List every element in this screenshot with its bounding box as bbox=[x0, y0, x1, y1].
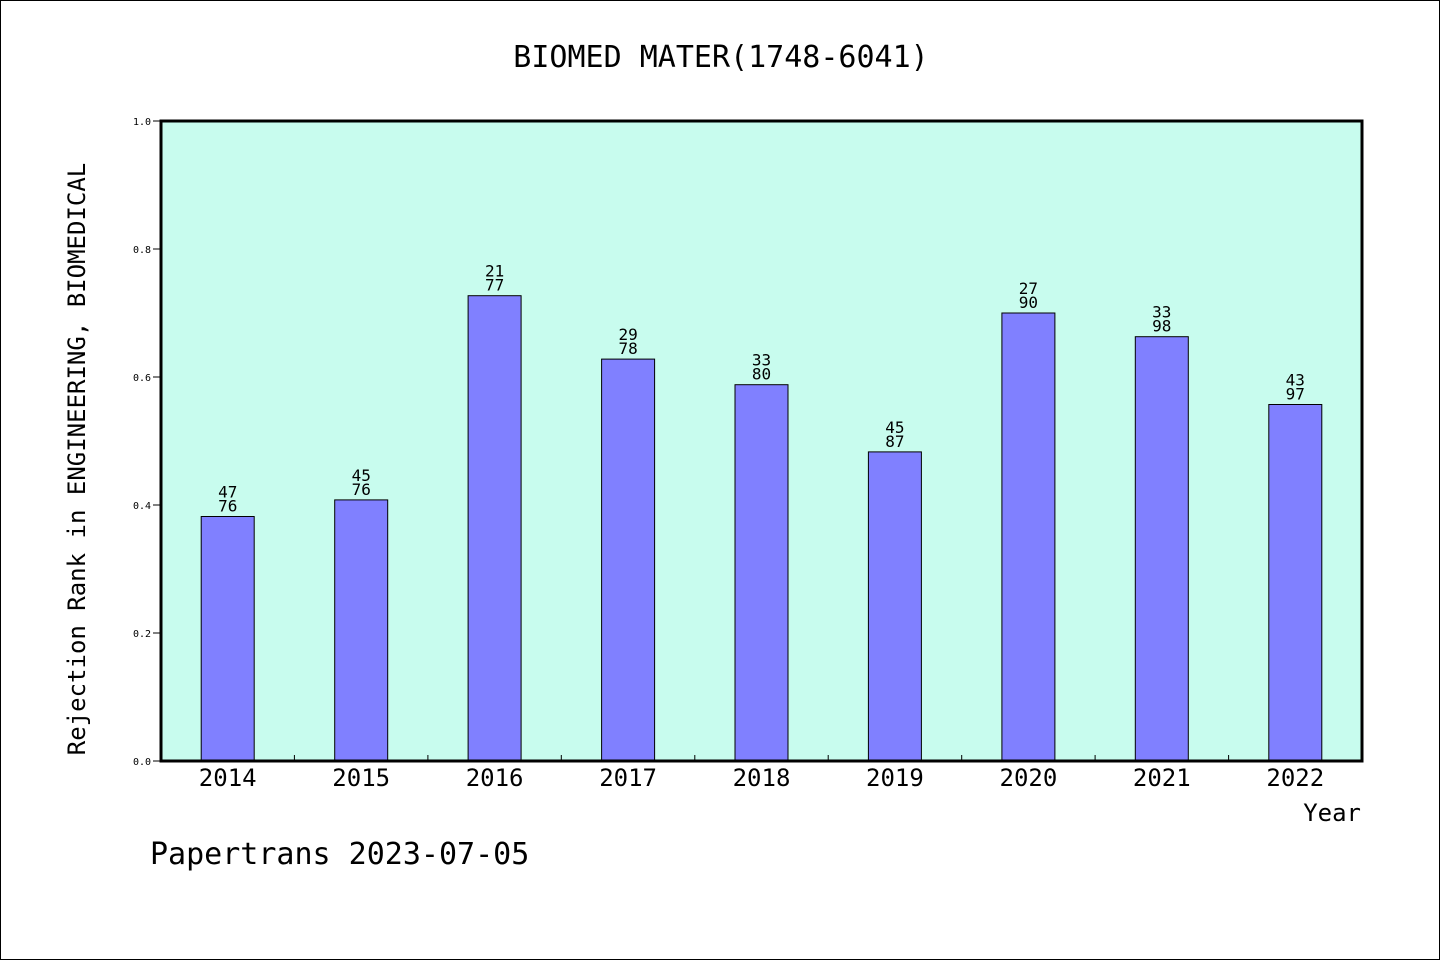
bar-total-label: 98 bbox=[1152, 317, 1171, 336]
bar-total-label: 87 bbox=[885, 432, 904, 451]
bar-2017 bbox=[601, 358, 656, 762]
x-tick-label: 2017 bbox=[599, 764, 657, 792]
bar-rank-label: 33 bbox=[752, 351, 771, 370]
x-tick-label: 2016 bbox=[466, 764, 524, 792]
bar-2020 bbox=[1001, 312, 1056, 762]
x-axis-label: Year bbox=[1303, 799, 1361, 827]
y-tick-label: 0.6 bbox=[133, 373, 151, 384]
y-tick-label: 1.0 bbox=[133, 117, 151, 128]
chart-title: BIOMED MATER(1748-6041) bbox=[513, 40, 928, 75]
bar-2014 bbox=[200, 516, 255, 762]
bar-rank-label: 47 bbox=[218, 483, 237, 502]
bar-total-label: 76 bbox=[352, 480, 371, 499]
bar-rank-label: 43 bbox=[1286, 371, 1305, 390]
bar-2021 bbox=[1134, 336, 1189, 762]
bar-rank-label: 29 bbox=[618, 325, 637, 344]
bar-total-label: 80 bbox=[752, 365, 771, 384]
bar-total-label: 90 bbox=[1019, 293, 1038, 312]
x-axis-ticks: 2014 2015 2016 2017 2018 2019 2020 2021 2022 bbox=[199, 755, 1324, 792]
bar-2019 bbox=[867, 451, 922, 762]
bar-total-label: 78 bbox=[618, 339, 637, 358]
x-tick-label: 2021 bbox=[1133, 764, 1191, 792]
x-tick-label: 2019 bbox=[866, 764, 924, 792]
plot-border bbox=[159, 119, 1364, 763]
y-tick-label: 0.8 bbox=[133, 245, 151, 256]
y-tick-label: 0.2 bbox=[133, 629, 151, 640]
bar-rank-label: 45 bbox=[352, 466, 371, 485]
bar-2022 bbox=[1268, 404, 1323, 762]
x-tick-label: 2014 bbox=[199, 764, 257, 792]
bar-2018 bbox=[734, 384, 789, 762]
x-tick-label: 2018 bbox=[733, 764, 791, 792]
bar-2015 bbox=[334, 499, 389, 762]
y-axis-ticks: 0.0 0.2 0.4 0.6 0.8 1.0 bbox=[133, 117, 161, 768]
bar-total-label: 76 bbox=[218, 497, 237, 516]
y-tick-label: 0.4 bbox=[133, 501, 151, 512]
bar-rank-label: 45 bbox=[885, 418, 904, 437]
y-tick-label: 0.0 bbox=[133, 757, 151, 768]
bars-group bbox=[200, 295, 1323, 762]
bar-rank-label: 21 bbox=[485, 262, 504, 281]
x-tick-label: 2020 bbox=[1000, 764, 1058, 792]
bar-total-label: 77 bbox=[485, 276, 504, 295]
footer-text: Papertrans 2023-07-05 bbox=[150, 837, 529, 872]
bar-total-label: 97 bbox=[1286, 385, 1305, 404]
x-tick-label: 2015 bbox=[332, 764, 390, 792]
bar-rank-label: 27 bbox=[1019, 279, 1038, 298]
y-axis-label: Rejection Rank in ENGINEERING, BIOMEDICA… bbox=[63, 163, 91, 755]
bar-rank-label: 33 bbox=[1152, 303, 1171, 322]
bar-2016 bbox=[467, 295, 522, 762]
x-tick-label: 2022 bbox=[1266, 764, 1324, 792]
